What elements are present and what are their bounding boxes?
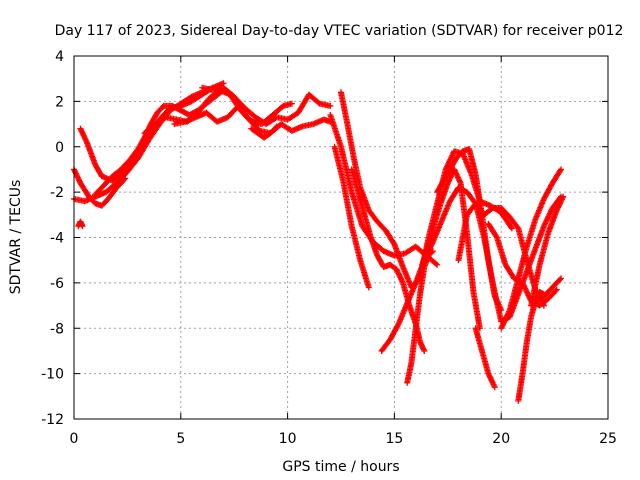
series-arc-16 bbox=[419, 166, 483, 332]
data-point bbox=[428, 249, 435, 256]
x-tick-label: 5 bbox=[176, 431, 185, 447]
x-tick-label: 0 bbox=[70, 431, 79, 447]
y-axis-label: SDTVAR / TECUs bbox=[8, 180, 24, 295]
series-arc-2 bbox=[71, 80, 227, 205]
x-tick-label: 20 bbox=[492, 431, 510, 447]
series-arc-1 bbox=[71, 166, 129, 209]
y-tick-label: 4 bbox=[55, 49, 64, 65]
y-tick-label: -8 bbox=[50, 321, 64, 337]
y-tick-label: -12 bbox=[41, 412, 64, 428]
data-point bbox=[315, 99, 322, 106]
y-tick-label: -6 bbox=[50, 276, 64, 292]
series-arc-9 bbox=[248, 123, 280, 141]
y-tick-label: 2 bbox=[55, 94, 64, 110]
x-tick-label: 10 bbox=[279, 431, 297, 447]
chart-title: Day 117 of 2023, Sidereal Day-to-day VTE… bbox=[55, 23, 624, 39]
data-point bbox=[434, 261, 441, 268]
series-arc-15 bbox=[404, 248, 436, 386]
series-arc-3 bbox=[75, 218, 86, 230]
x-tick-label: 25 bbox=[599, 431, 617, 447]
series-arc-8 bbox=[199, 84, 334, 128]
data-point bbox=[558, 275, 565, 282]
data-point bbox=[79, 223, 86, 230]
series-arc-10 bbox=[327, 111, 441, 268]
data-point bbox=[491, 384, 498, 391]
data-points bbox=[71, 80, 567, 404]
series-arc-24 bbox=[532, 275, 565, 305]
data-point bbox=[552, 287, 559, 294]
data-point bbox=[365, 284, 372, 291]
data-point bbox=[558, 166, 565, 173]
data-point bbox=[507, 224, 514, 231]
x-axis-label: GPS time / hours bbox=[282, 459, 399, 475]
x-tick-label: 15 bbox=[385, 431, 403, 447]
series-arc-13 bbox=[348, 166, 428, 354]
series-arc-21 bbox=[498, 166, 565, 332]
series-arc-12 bbox=[331, 143, 372, 291]
y-tick-label: 0 bbox=[55, 140, 64, 156]
data-point bbox=[390, 240, 397, 247]
data-point bbox=[429, 248, 436, 255]
data-point bbox=[327, 102, 334, 109]
data-point bbox=[556, 276, 563, 283]
y-tick-label: -4 bbox=[50, 231, 64, 247]
axis-ticks: 0 5 10 15 20 25 -12 -10 -8 -6 -4 -2 0 2 4 bbox=[41, 49, 617, 447]
data-point bbox=[432, 260, 439, 267]
data-point bbox=[272, 124, 279, 131]
y-tick-label: -2 bbox=[50, 185, 64, 201]
data-point bbox=[288, 100, 295, 107]
series-arc-23 bbox=[528, 193, 567, 309]
data-point bbox=[421, 347, 428, 354]
data-point bbox=[557, 167, 564, 174]
data-point bbox=[553, 286, 560, 293]
data-point bbox=[493, 233, 500, 240]
series-arc-20 bbox=[485, 220, 560, 309]
data-point bbox=[508, 225, 515, 232]
data-point bbox=[394, 322, 401, 329]
data-point bbox=[273, 123, 280, 130]
y-tick-label: -10 bbox=[41, 367, 64, 383]
series-arc-18 bbox=[455, 193, 565, 325]
series-arc-19 bbox=[472, 325, 498, 391]
data-point bbox=[560, 193, 567, 200]
